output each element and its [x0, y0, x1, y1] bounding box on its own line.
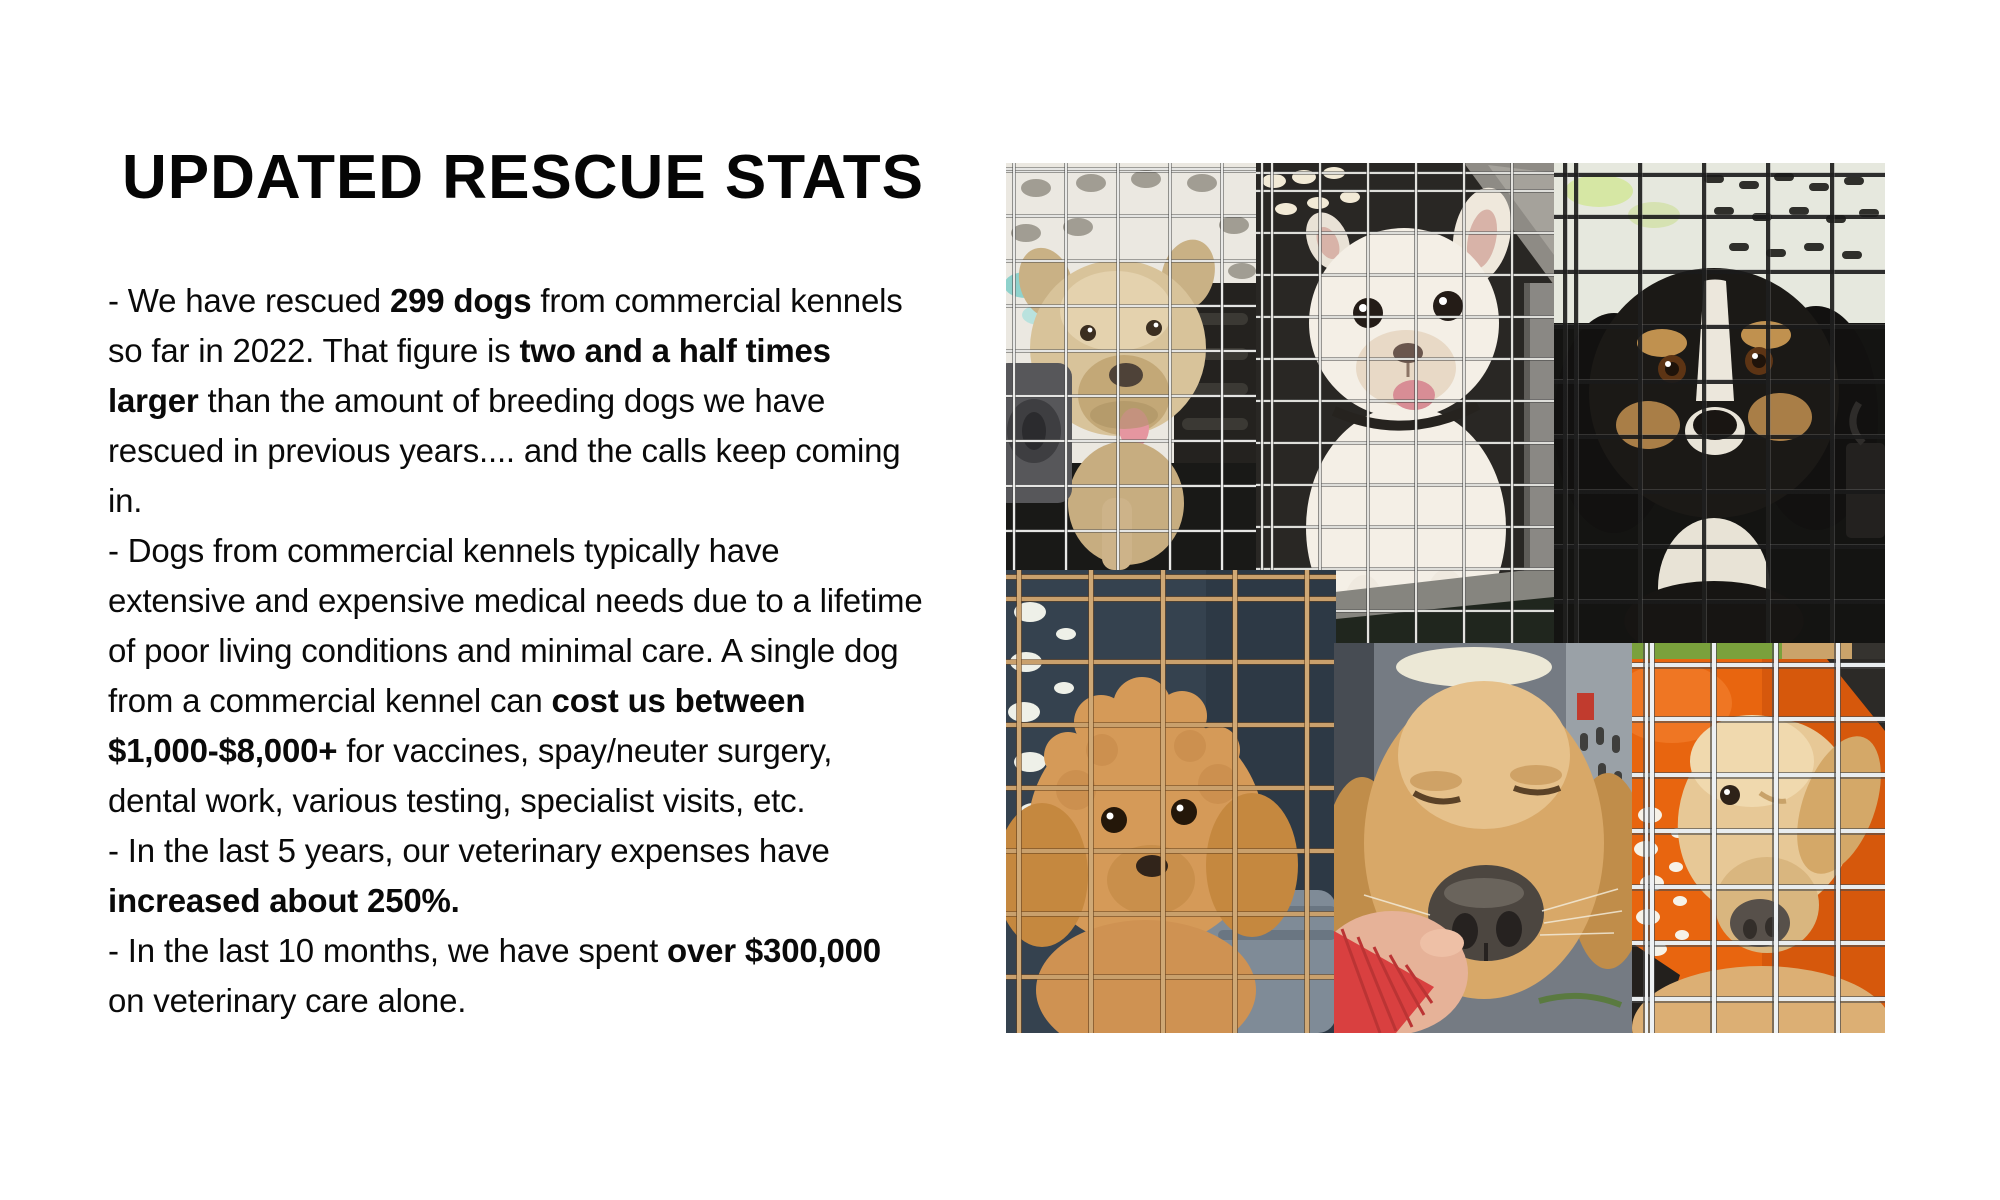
body-text-segment: on veterinary care alone. [108, 982, 467, 1019]
body-text-segment: - We have rescued [108, 282, 390, 319]
body-text-bold-segment: over $300,000 [667, 932, 881, 969]
body-line: larger than the amount of breeding dogs … [108, 376, 923, 426]
body-line: $1,000-$8,000+ for vaccines, spay/neuter… [108, 726, 923, 776]
body-text-segment: from commercial kennels [531, 282, 903, 319]
photo-spaniel-illustration [1554, 163, 1885, 645]
body-text-segment: from a commercial kennel can [108, 682, 552, 719]
body-text-segment: so far in 2022. That figure is [108, 332, 520, 369]
body-text-segment: for vaccines, spay/neuter surgery, [337, 732, 833, 769]
page-title: UPDATED RESCUE STATS [122, 143, 924, 212]
photo-golden-selfie-illustration [1334, 643, 1636, 1033]
body-text-bold-segment: 299 dogs [389, 282, 532, 319]
body-line: on veterinary care alone. [108, 976, 923, 1026]
body-text-segment: than the amount of breeding dogs we have [198, 382, 826, 419]
body-text-bold-segment: cost us between [551, 682, 806, 719]
photo-orange-crate-illustration [1632, 643, 1885, 1033]
body-line: extensive and expensive medical needs du… [108, 576, 923, 626]
photo-golden-dog-orange-crate [1632, 643, 1885, 1033]
body-line: so far in 2022. That figure is two and a… [108, 326, 923, 376]
photo-black-tan-spaniel [1554, 163, 1885, 645]
body-line: in. [108, 476, 923, 526]
body-line: increased about 250%. [108, 876, 923, 926]
photo-apricot-poodle [1006, 570, 1336, 1033]
body-line: - In the last 5 years, our veterinary ex… [108, 826, 923, 876]
body-line: of poor living conditions and minimal ca… [108, 626, 923, 676]
body-line: dental work, various testing, specialist… [108, 776, 923, 826]
body-text-segment: - In the last 10 months, we have spent [108, 932, 668, 969]
body-text-bold-segment: larger [108, 382, 199, 419]
dog-photo-collage [1006, 163, 1885, 1033]
body-line: - We have rescued 299 dogs from commerci… [108, 276, 923, 326]
body-text-segment: of poor living conditions and minimal ca… [108, 632, 899, 669]
body-text-segment: rescued in previous years.... and the ca… [108, 432, 901, 469]
body-text-segment: dental work, various testing, specialist… [108, 782, 806, 819]
body-line: rescued in previous years.... and the ca… [108, 426, 923, 476]
photo-tan-terrier-illustration [1006, 163, 1256, 570]
body-line: from a commercial kennel can cost us bet… [108, 676, 923, 726]
body-text-bold-segment: $1,000-$8,000+ [108, 732, 338, 769]
body-text-bold-segment: increased about 250%. [108, 882, 460, 919]
body-line: - Dogs from commercial kennels typically… [108, 526, 923, 576]
body-text-bold-segment: two and a half times [519, 332, 831, 369]
photo-tan-terrier [1006, 163, 1256, 570]
body-line: - In the last 10 months, we have spent o… [108, 926, 923, 976]
body-text-segment: in. [108, 482, 143, 519]
photo-golden-retriever-selfie [1334, 643, 1636, 1033]
body-text: - We have rescued 299 dogs from commerci… [108, 276, 923, 1026]
body-text-segment: - Dogs from commercial kennels typically… [108, 532, 780, 569]
body-text-segment: extensive and expensive medical needs du… [108, 582, 923, 619]
body-text-segment: - In the last 5 years, our veterinary ex… [108, 832, 830, 869]
photo-poodle-illustration [1006, 570, 1336, 1033]
